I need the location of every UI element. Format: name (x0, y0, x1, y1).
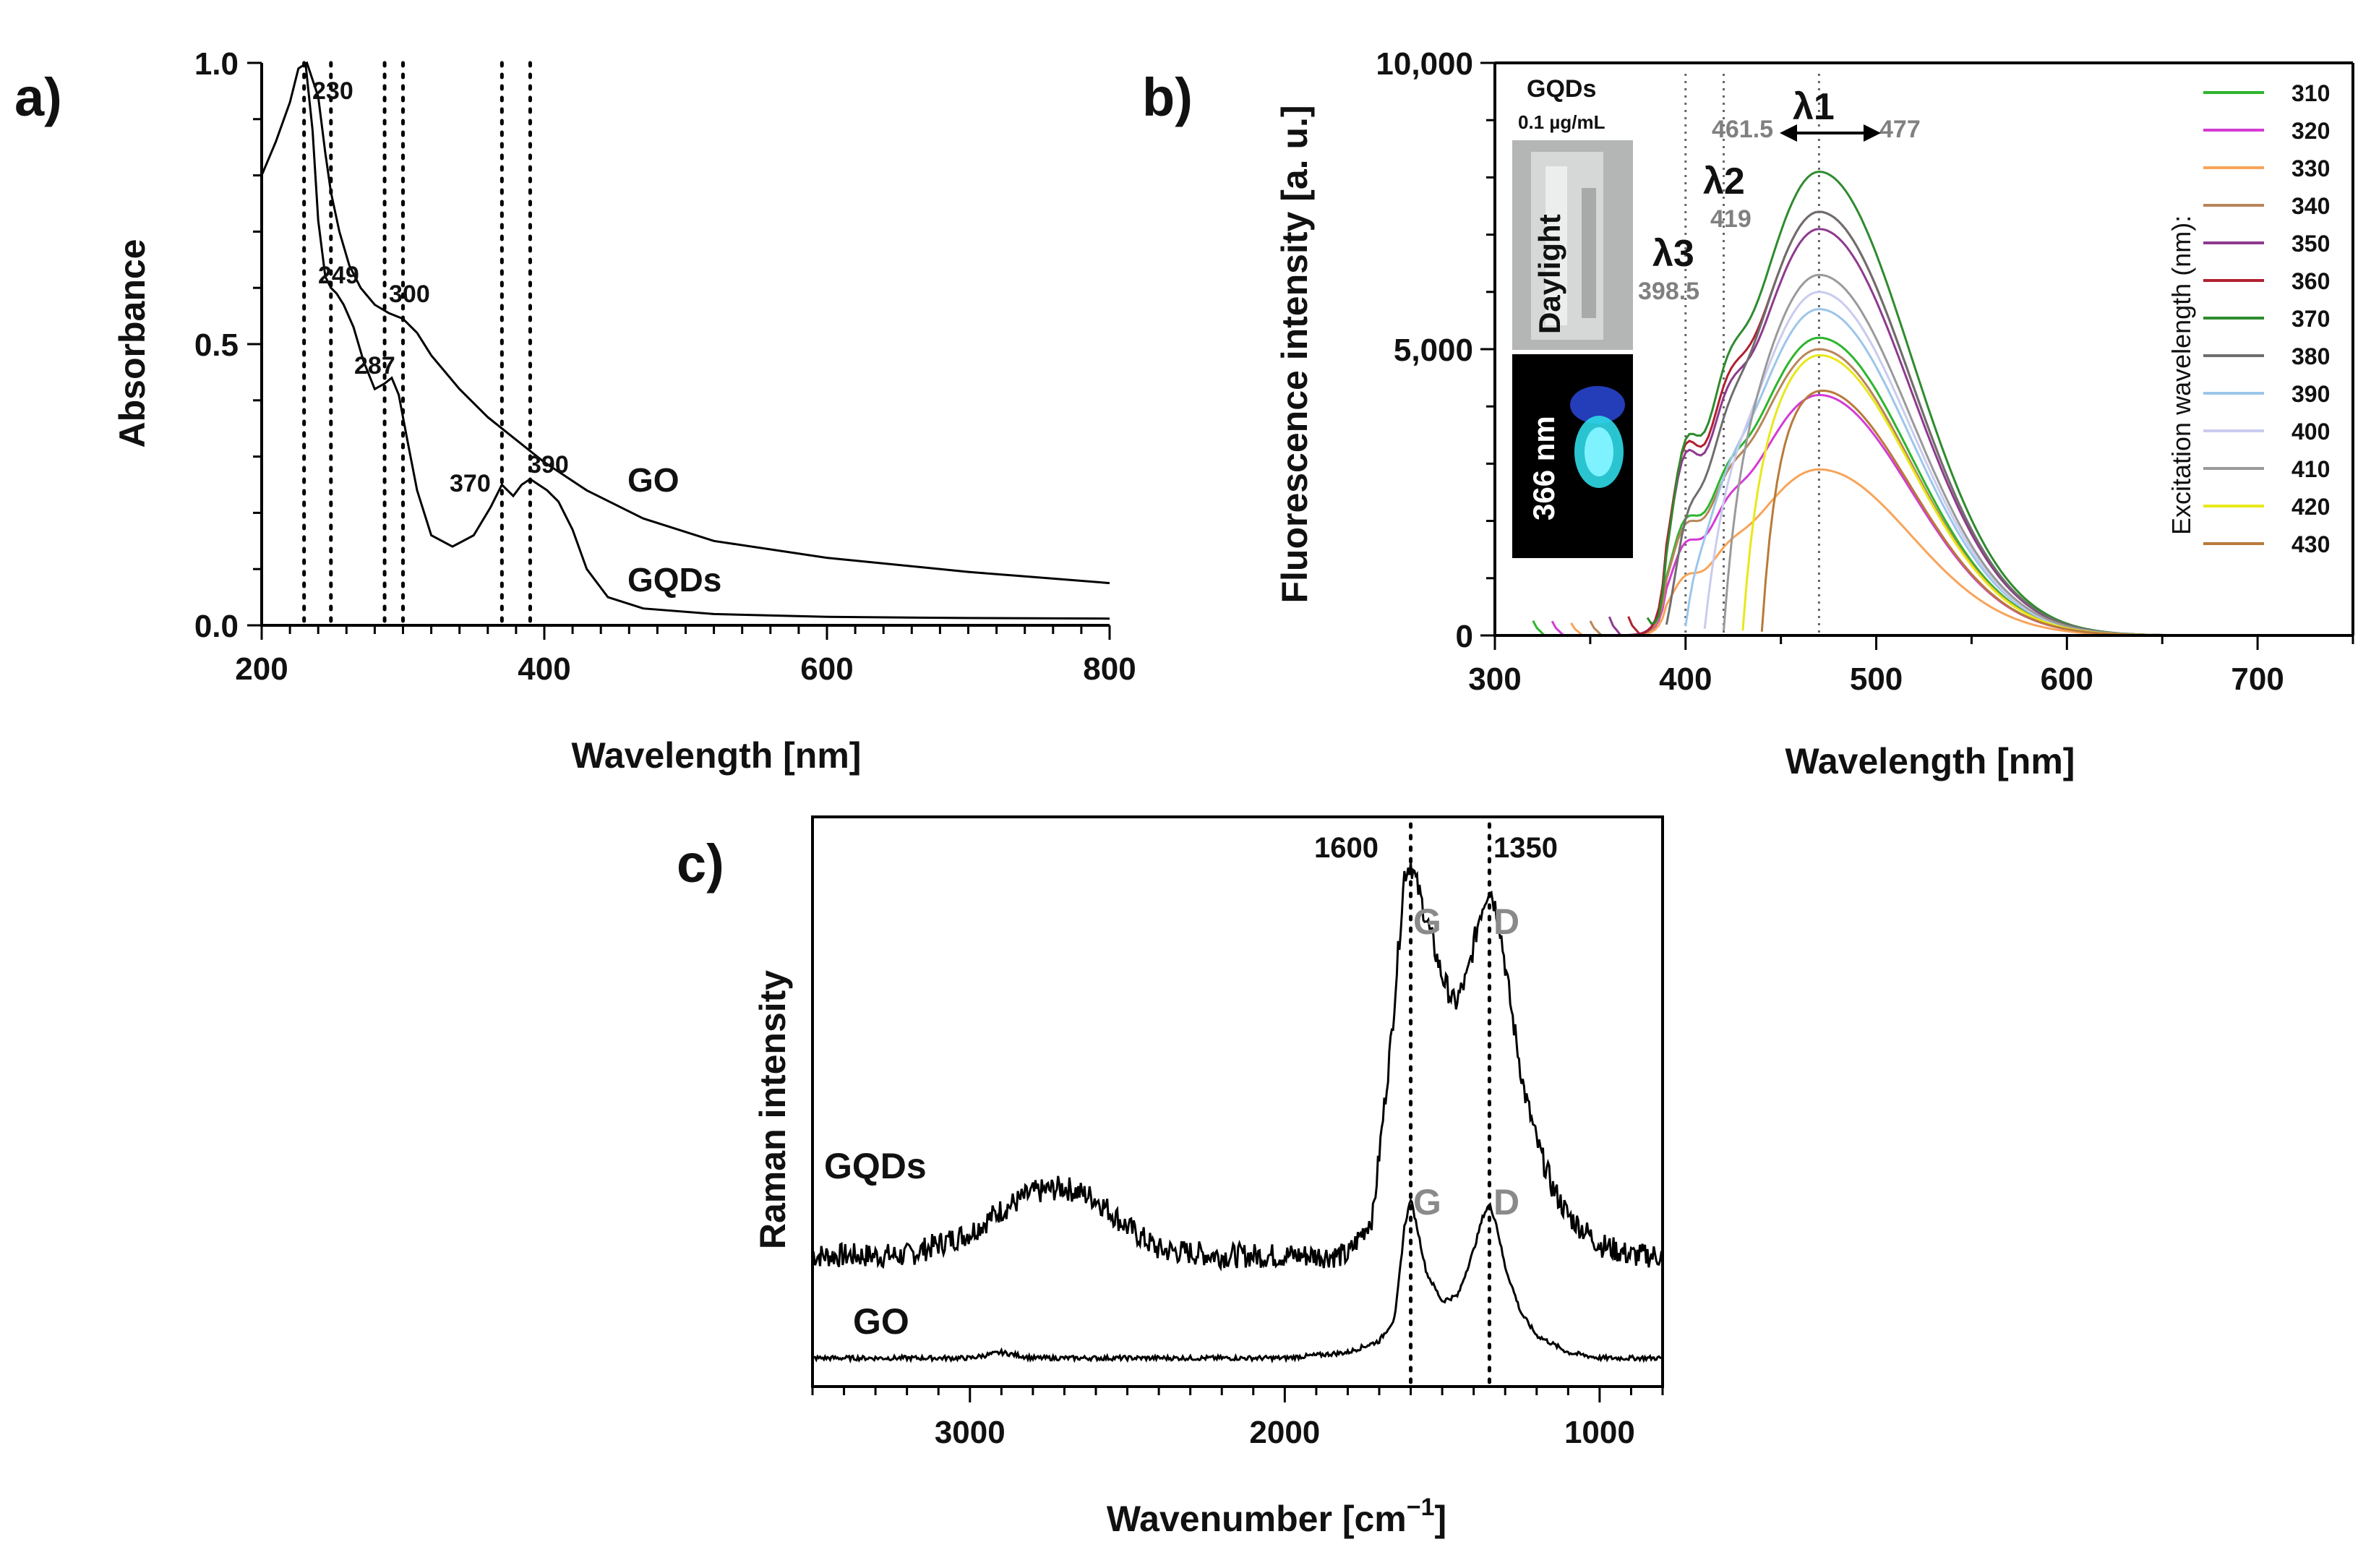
legend-label-390: 390 (2291, 381, 2330, 407)
gqds-g-band-label: G (1413, 901, 1441, 942)
lambda1-high-value: 477 (1879, 116, 1921, 143)
peak-label-230: 230 (312, 77, 353, 105)
concentration-label: 0.1 µg/mL (1518, 111, 1605, 133)
emission-line-320 (1551, 393, 2182, 637)
panel-c-tick-labels: 3000 2000 1000 (935, 1415, 1635, 1450)
legend-label-320: 320 (2291, 118, 2330, 144)
raman-label-go: GO (853, 1301, 909, 1342)
panel-c-axes (811, 815, 1664, 1402)
panel-a-label: a) (14, 67, 62, 127)
panel-a-reference-lines (302, 61, 532, 627)
peak-label-370: 370 (450, 470, 491, 497)
go-g-band-label: G (1413, 1182, 1441, 1222)
daylight-photo: Daylight (1512, 140, 1633, 350)
emission-line-430 (1760, 389, 2182, 637)
panel-c: c) 3000 2000 1000 Wavenumber [cm−1] Raman … (677, 815, 1664, 1539)
panel-a-series (260, 61, 1110, 620)
panel-c-label: c) (677, 834, 724, 894)
panel-c-reference-lines (1409, 822, 1491, 1389)
lambda1-label: λ1 (1793, 86, 1835, 128)
peak-label-390: 390 (528, 451, 569, 479)
x-tick-label: 500 (1850, 661, 1903, 697)
legend-label-360: 360 (2291, 268, 2330, 294)
lambda3-label: λ3 (1652, 233, 1694, 275)
y-tick-label: 1.0 (194, 46, 239, 82)
series-label-gqds: GQDs (627, 561, 721, 599)
series-label-go: GO (627, 461, 679, 499)
legend-label-380: 380 (2291, 343, 2330, 369)
legend-label-410: 410 (2291, 456, 2330, 482)
raman-line-gqds (811, 862, 1664, 1272)
y-tick-label: 0 (1456, 619, 1473, 654)
x-tick-label: 3000 (935, 1415, 1006, 1450)
x-tick-label: 200 (235, 651, 288, 687)
lambda3-value: 398.5 (1638, 278, 1699, 305)
y-tick-label: 0.0 (194, 609, 239, 644)
legend-label-420: 420 (2291, 494, 2330, 520)
x-tick-label: 300 (1468, 661, 1521, 697)
peak-label-287: 287 (354, 352, 395, 380)
lambda1-range-arrow (1780, 124, 1881, 142)
legend-label-400: 400 (2291, 419, 2330, 445)
panel-a: a) 200 400 600 800 0.0 0.5 1.0 Wavelength [nm]… (14, 46, 1136, 776)
legend-label-430: 430 (2291, 531, 2330, 557)
lambda2-label: λ2 (1703, 160, 1745, 202)
series-line-gqds (304, 62, 1110, 620)
panel-b-axes (1480, 61, 2354, 650)
panel-b-series (1532, 170, 2182, 637)
x-tick-label: 600 (800, 651, 853, 687)
sample-label: GQDs (1527, 75, 1596, 103)
legend-label-370: 370 (2291, 306, 2330, 332)
panel-c-y-axis-title: Raman intensity (753, 970, 793, 1249)
g-peak-position: 1600 (1314, 832, 1379, 864)
panel-b: b) 300 400 500 600 700 0 5,000 10,000 Wavelengt… (1142, 46, 2354, 781)
emission-line-340 (1589, 348, 2182, 637)
raman-label-gqds: GQDs (824, 1146, 927, 1186)
lambda2-value: 419 (1710, 205, 1752, 233)
panel-a-axes (247, 61, 1111, 640)
uv-label: 366 nm (1527, 416, 1561, 520)
y-tick-label: 10,000 (1376, 46, 1473, 82)
peak-label-249: 249 (318, 262, 359, 289)
y-tick-label: 0.5 (194, 327, 239, 363)
legend-label-310: 310 (2291, 80, 2330, 106)
uv-photo: 366 nm (1512, 354, 1633, 558)
series-line-go (260, 61, 1110, 585)
panel-c-x-axis-title: Wavenumber [cm−1] (1107, 1494, 1446, 1539)
gqds-d-band-label: D (1493, 901, 1519, 942)
panel-a-y-axis-title: Absorbance (112, 239, 153, 448)
go-d-band-label: D (1493, 1182, 1519, 1222)
d-peak-position: 1350 (1493, 832, 1558, 864)
x-tick-label: 1000 (1564, 1415, 1635, 1450)
panel-b-tick-labels: 300 400 500 600 700 0 5,000 10,000 (1376, 46, 2284, 697)
legend-title: Excitation wavelength (nm): (2166, 215, 2196, 535)
panel-c-series (811, 862, 1664, 1364)
legend: Excitation wavelength (nm): 310 320 330 340… (2166, 80, 2330, 557)
legend-label-340: 340 (2291, 193, 2330, 219)
x-tick-label: 400 (518, 651, 570, 687)
panel-b-label: b) (1142, 67, 1193, 127)
panel-a-tick-labels: 200 400 600 800 0.0 0.5 1.0 (194, 46, 1136, 687)
panel-b-y-axis-title: Fluorescence intensity [a. u.] (1274, 105, 1315, 603)
x-tick-label: 800 (1083, 651, 1136, 687)
lambda1-low-value: 461.5 (1712, 116, 1773, 143)
x-tick-label: 600 (2041, 661, 2093, 697)
y-tick-label: 5,000 (1394, 333, 1473, 368)
legend-label-330: 330 (2291, 155, 2330, 181)
raman-line-go (812, 1198, 1664, 1364)
panel-b-x-axis-title: Wavelength [nm] (1785, 741, 2075, 781)
daylight-label: Daylight (1532, 214, 1566, 334)
plot-frame (811, 815, 1664, 1388)
x-tick-label: 2000 (1249, 1415, 1320, 1450)
peak-label-300: 300 (389, 280, 430, 308)
x-tick-label: 400 (1659, 661, 1712, 697)
panel-a-x-axis-title: Wavelength [nm] (572, 735, 862, 776)
legend-label-350: 350 (2291, 231, 2330, 257)
x-tick-label: 700 (2231, 661, 2284, 697)
